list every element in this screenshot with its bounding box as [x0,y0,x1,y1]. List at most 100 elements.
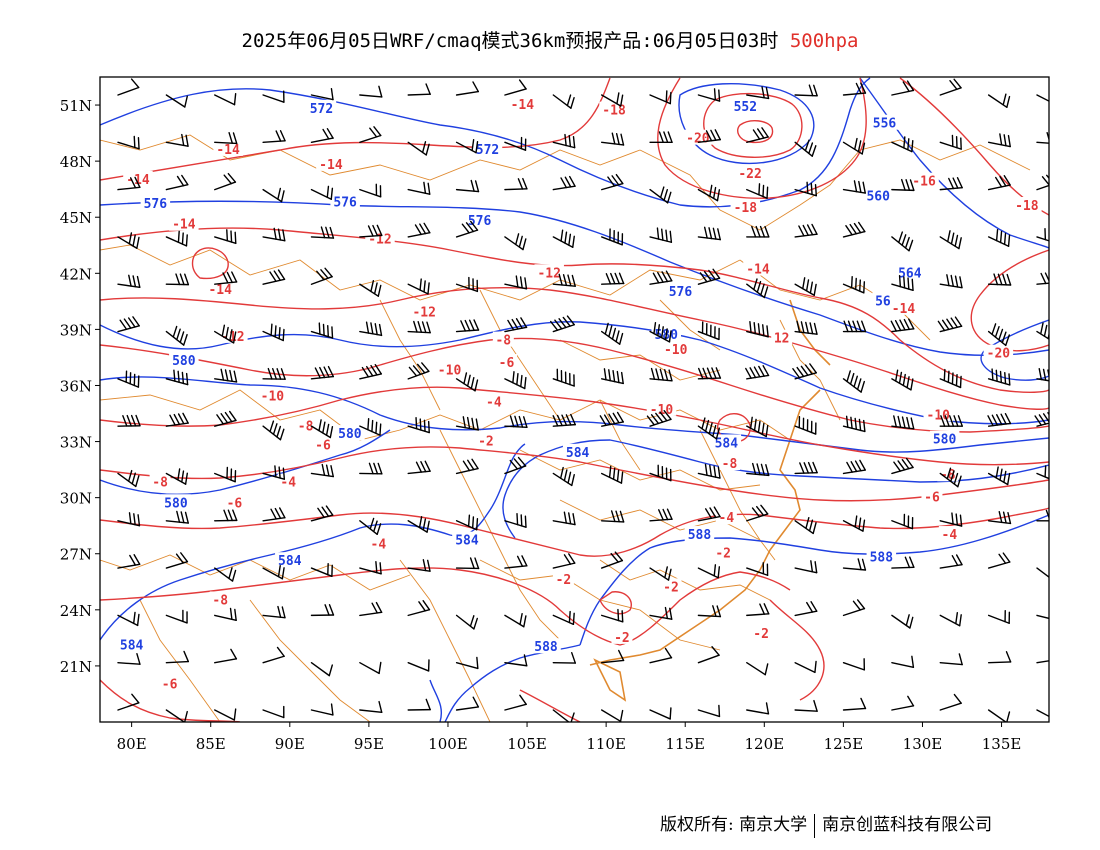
temperature-label: -12 [412,306,435,321]
wind-barb [407,320,431,334]
lon-label: 130E [903,735,943,753]
temperature-label: -2 [614,631,630,646]
wind-barb [939,230,962,250]
temperature-label: -14 [208,283,232,298]
temperature-label-bg [159,675,181,691]
height-label: 584 [120,638,144,653]
wind-barb [262,705,285,719]
wind-barb [310,505,334,522]
height-label-bg [161,494,191,510]
lon-label: 120E [745,735,785,753]
wind-barb [794,699,818,712]
wind-barb [794,660,817,674]
wind-barb [552,94,575,109]
wind-barb [794,416,817,435]
wind-barb [455,416,479,431]
temperature-label: -16 [912,175,936,190]
height-label-bg [330,193,360,209]
wind-barb [649,707,672,720]
wind-barb [649,606,673,620]
wind-barb [891,695,915,711]
height-label-bg [730,97,761,113]
lat-label: 51N [60,97,92,115]
wind-barb [697,605,722,618]
wind-barb [987,609,1011,624]
wind-barb [987,175,1011,191]
wind-barb [649,186,672,204]
lon-label: 105E [507,735,547,753]
lat-label: 33N [60,434,92,452]
wind-barb [455,696,480,711]
wind-barb [359,183,382,198]
height-label: 580 [933,433,957,448]
wind-barb [310,562,333,578]
wind-barb [214,271,238,285]
wind-barb [891,136,914,153]
temperature-label-bg [149,473,171,489]
lat-label: 39N [60,321,92,339]
wind-barb [117,274,141,288]
wind-barb [214,607,237,622]
wind-barb [359,321,383,337]
temperature-label-bg [1012,197,1042,212]
wind-barb [504,177,528,191]
temperature-label-bg [611,628,633,644]
temperature-label: -8 [722,457,738,472]
wind-barb [842,320,867,333]
wind-barb [939,554,963,569]
wind-barb [310,185,334,200]
temperature-label: -14 [172,218,196,233]
temperature-label: -14 [126,173,150,188]
height-label: 576 [669,285,693,300]
wind-barb [310,419,334,439]
height-label-bg [929,430,960,446]
wind-barb [504,79,527,96]
wind-barb [987,273,1012,286]
wind-barb [649,90,672,105]
wind-barb [407,698,431,711]
temperature-label-bg [938,526,960,542]
lat-label: 21N [60,658,92,676]
wind-barb [746,127,769,144]
wind-barb [649,508,673,522]
wind-barb [262,605,286,619]
wind-barb [987,133,1011,148]
wind-barb [165,133,189,147]
temperature-label-bg [507,96,538,112]
wind-barb [1034,412,1049,427]
wind-barbs [117,78,1049,722]
wind-barb [455,557,480,570]
temperature-label-bg [409,303,439,319]
lon-label: 135E [982,735,1022,753]
wind-barb [842,82,867,96]
copyright-separator [814,813,816,838]
temperature-label-bg [646,400,677,416]
wind-barb [646,409,672,427]
wind-barb [1036,660,1049,664]
wind-barb [504,275,528,290]
wind-barb [359,560,382,575]
wind-barb [165,325,188,346]
wind-barb [939,368,962,389]
wind-barb [359,517,382,536]
wind-barb [552,610,575,626]
height-label: 588 [688,528,712,543]
temperature-label: -14 [511,98,535,113]
wind-barb [697,226,721,241]
wind-barb [746,702,770,715]
temperature-label: -4 [486,395,502,410]
wind-barb [407,417,430,434]
wind-barb [891,614,914,629]
wind-barb [794,181,818,197]
temperature-label: -6 [315,438,331,453]
wind-barb [359,279,382,297]
wind-barb [600,510,625,523]
temperature-label-bg [715,509,737,525]
temperature-labels: -14 -18 -20 -22 -16 -18 -18 -14 -14 -14 -14 -12 -12 -… [123,96,1042,693]
wind-barb [697,321,720,341]
wind-barb [794,277,817,296]
wind-barb [310,87,334,101]
temperature-label: -6 [162,678,178,693]
lat-label: 30N [60,490,92,508]
wind-barb [117,652,141,665]
